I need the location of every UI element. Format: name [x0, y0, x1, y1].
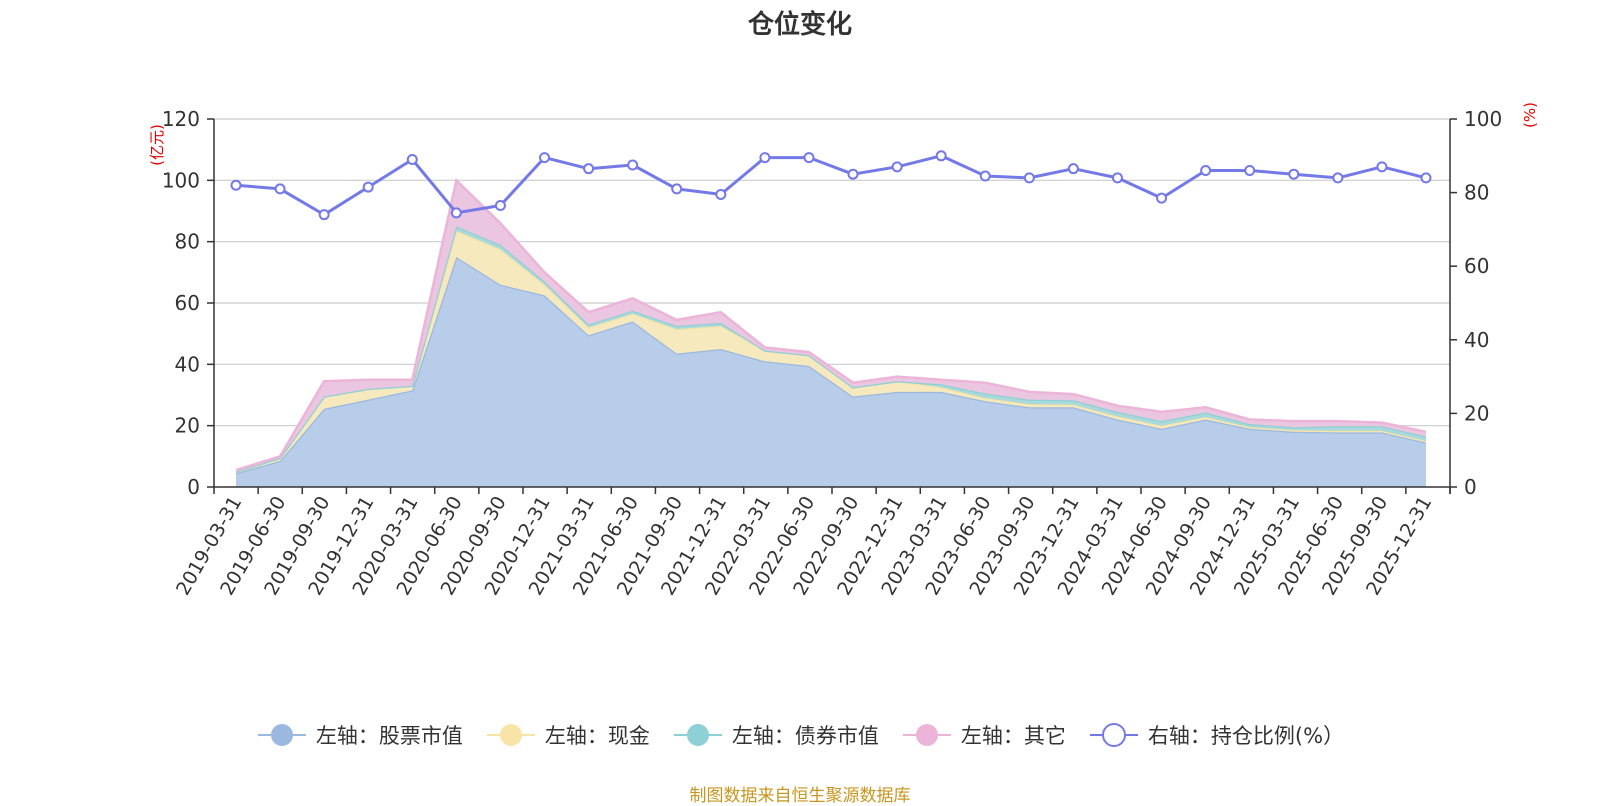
legend-marker-other	[902, 724, 951, 746]
area-edge-3	[235, 177, 1427, 472]
ratio-point	[671, 183, 683, 195]
legend-item-other[interactable]: 左轴：其它	[901, 720, 1066, 750]
ratio-point	[494, 199, 506, 211]
ratio-point	[362, 181, 374, 193]
legend-marker-stock	[257, 724, 306, 746]
area-series-1	[236, 230, 1426, 474]
ratio-point	[803, 152, 815, 164]
left-axis-unit: (亿元)	[148, 124, 166, 166]
legend-marker-cash	[486, 724, 535, 746]
left-tick-label: 0	[187, 475, 200, 499]
ratio-point	[627, 159, 639, 171]
ratio-point	[274, 183, 286, 195]
ratio-point	[847, 168, 859, 180]
ratio-point	[1332, 172, 1344, 184]
ratio-point	[759, 152, 771, 164]
legend-item-cash[interactable]: 左轴：现金	[485, 720, 650, 750]
right-tick-label: 0	[1464, 475, 1477, 499]
left-tick-label: 80	[175, 230, 200, 254]
ratio-point	[1067, 163, 1079, 175]
legend-marker-bond	[673, 724, 722, 746]
legend-item-stock[interactable]: 左轴：股票市值	[256, 720, 463, 750]
ratio-point	[935, 150, 947, 162]
legend-label-stock: 左轴：股票市值	[315, 724, 463, 748]
stacked-areas	[235, 177, 1427, 487]
ratio-point	[1200, 165, 1212, 177]
left-tick-label: 100	[162, 168, 200, 192]
ratio-point	[406, 153, 418, 165]
right-tick-label: 20	[1464, 401, 1489, 425]
right-tick-label: 40	[1464, 328, 1489, 352]
legend-label-other: 左轴：其它	[960, 724, 1066, 748]
legend: 左轴：股票市值 左轴：现金 左轴：债券市值 左轴：其它 右轴：持仓比例(%）	[0, 720, 1600, 750]
right-axis-unit: (%)	[1521, 102, 1539, 128]
ratio-point	[1376, 161, 1388, 173]
right-tick-label: 100	[1464, 107, 1502, 131]
data-source-note: 制图数据来自恒生聚源数据库	[689, 786, 911, 806]
left-tick-label: 20	[175, 414, 200, 438]
legend-item-ratio[interactable]: 右轴：持仓比例(%）	[1088, 720, 1344, 750]
ratio-point	[230, 179, 242, 191]
legend-label-ratio: 右轴：持仓比例(%）	[1147, 724, 1345, 748]
ratio-line	[235, 154, 1427, 217]
area-series-0	[236, 257, 1426, 487]
right-tick-label: 60	[1464, 254, 1489, 278]
ratio-point	[1156, 192, 1168, 204]
ratio-point	[1244, 165, 1256, 177]
ratio-point	[450, 207, 462, 219]
left-tick-label: 40	[175, 352, 200, 376]
left-tick-label: 60	[175, 291, 200, 315]
ratio-point	[318, 209, 330, 221]
legend-label-cash: 左轴：现金	[544, 724, 650, 748]
ratio-point	[1420, 172, 1432, 184]
left-tick-label: 120	[162, 107, 200, 131]
ratio-point	[539, 152, 551, 164]
ratio-point	[1111, 172, 1123, 184]
ratio-point	[979, 170, 991, 182]
chart-title: 仓位变化	[747, 10, 852, 40]
holding-ratio-line	[230, 150, 1432, 221]
ratio-point	[891, 161, 903, 173]
ratio-point	[1288, 168, 1300, 180]
legend-item-bond[interactable]: 左轴：债券市值	[672, 720, 879, 750]
right-tick-label: 80	[1464, 181, 1489, 205]
ratio-point	[1023, 172, 1035, 184]
ratio-point	[715, 188, 727, 200]
ratio-point	[583, 163, 595, 175]
legend-marker-ratio	[1089, 723, 1138, 747]
legend-label-bond: 左轴：债券市值	[731, 724, 879, 748]
